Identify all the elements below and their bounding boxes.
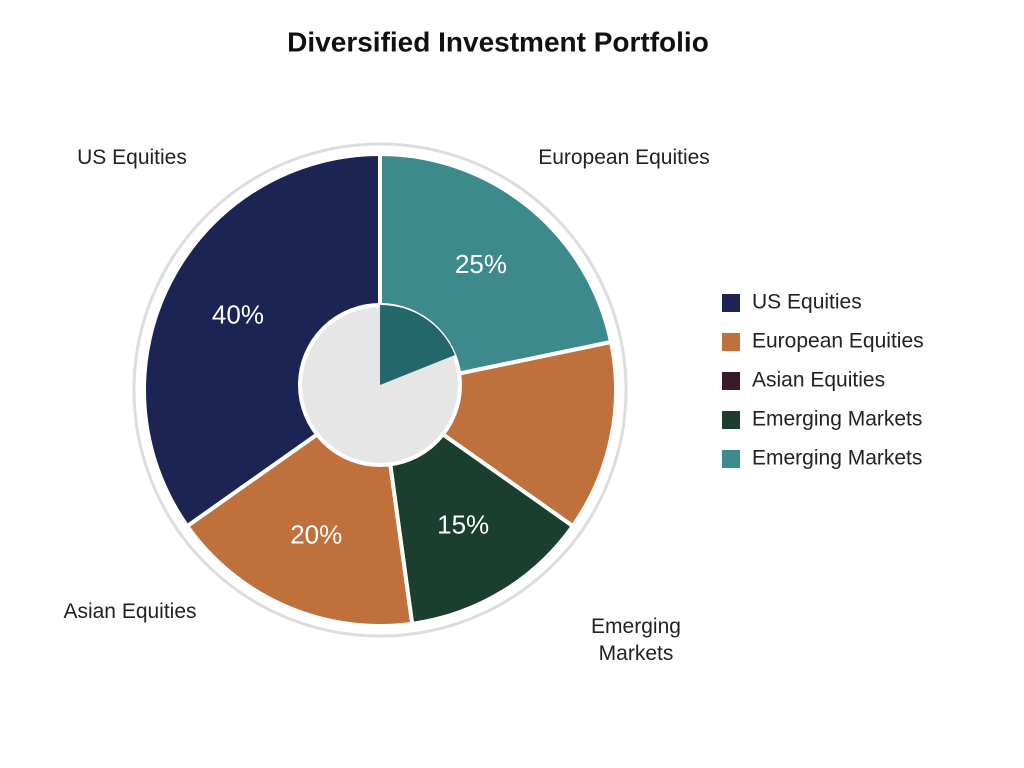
legend-swatch (722, 333, 740, 351)
legend-label: Emerging Markets (752, 447, 922, 470)
legend-swatch (722, 372, 740, 390)
chart-title: Diversified Investment Portfolio (287, 26, 709, 57)
category-label: European Equities (538, 146, 710, 169)
legend-label: European Equities (752, 330, 924, 353)
legend-label: Emerging Markets (752, 408, 922, 431)
legend-label: Asian Equities (752, 369, 885, 392)
category-label: Emerging Markets (591, 615, 681, 665)
category-label: Asian Equities (63, 600, 197, 623)
legend-swatch (722, 450, 740, 468)
legend-swatch (722, 294, 740, 312)
labels: 25% 15% 20% 40% (212, 249, 507, 550)
center-accent (380, 304, 455, 385)
value-label: 15% (437, 510, 489, 540)
legend-swatch (722, 411, 740, 429)
value-label: 40% (212, 299, 264, 329)
outer-ring (132, 142, 628, 638)
value-label: 20% (290, 520, 342, 550)
legend: US Equities European Equities Asian Equiti… (722, 291, 924, 470)
legend-label: US Equities (752, 291, 862, 314)
value-label: 25% (455, 249, 507, 279)
pie-slice (142, 151, 382, 529)
category-label: US Equities (77, 146, 187, 169)
